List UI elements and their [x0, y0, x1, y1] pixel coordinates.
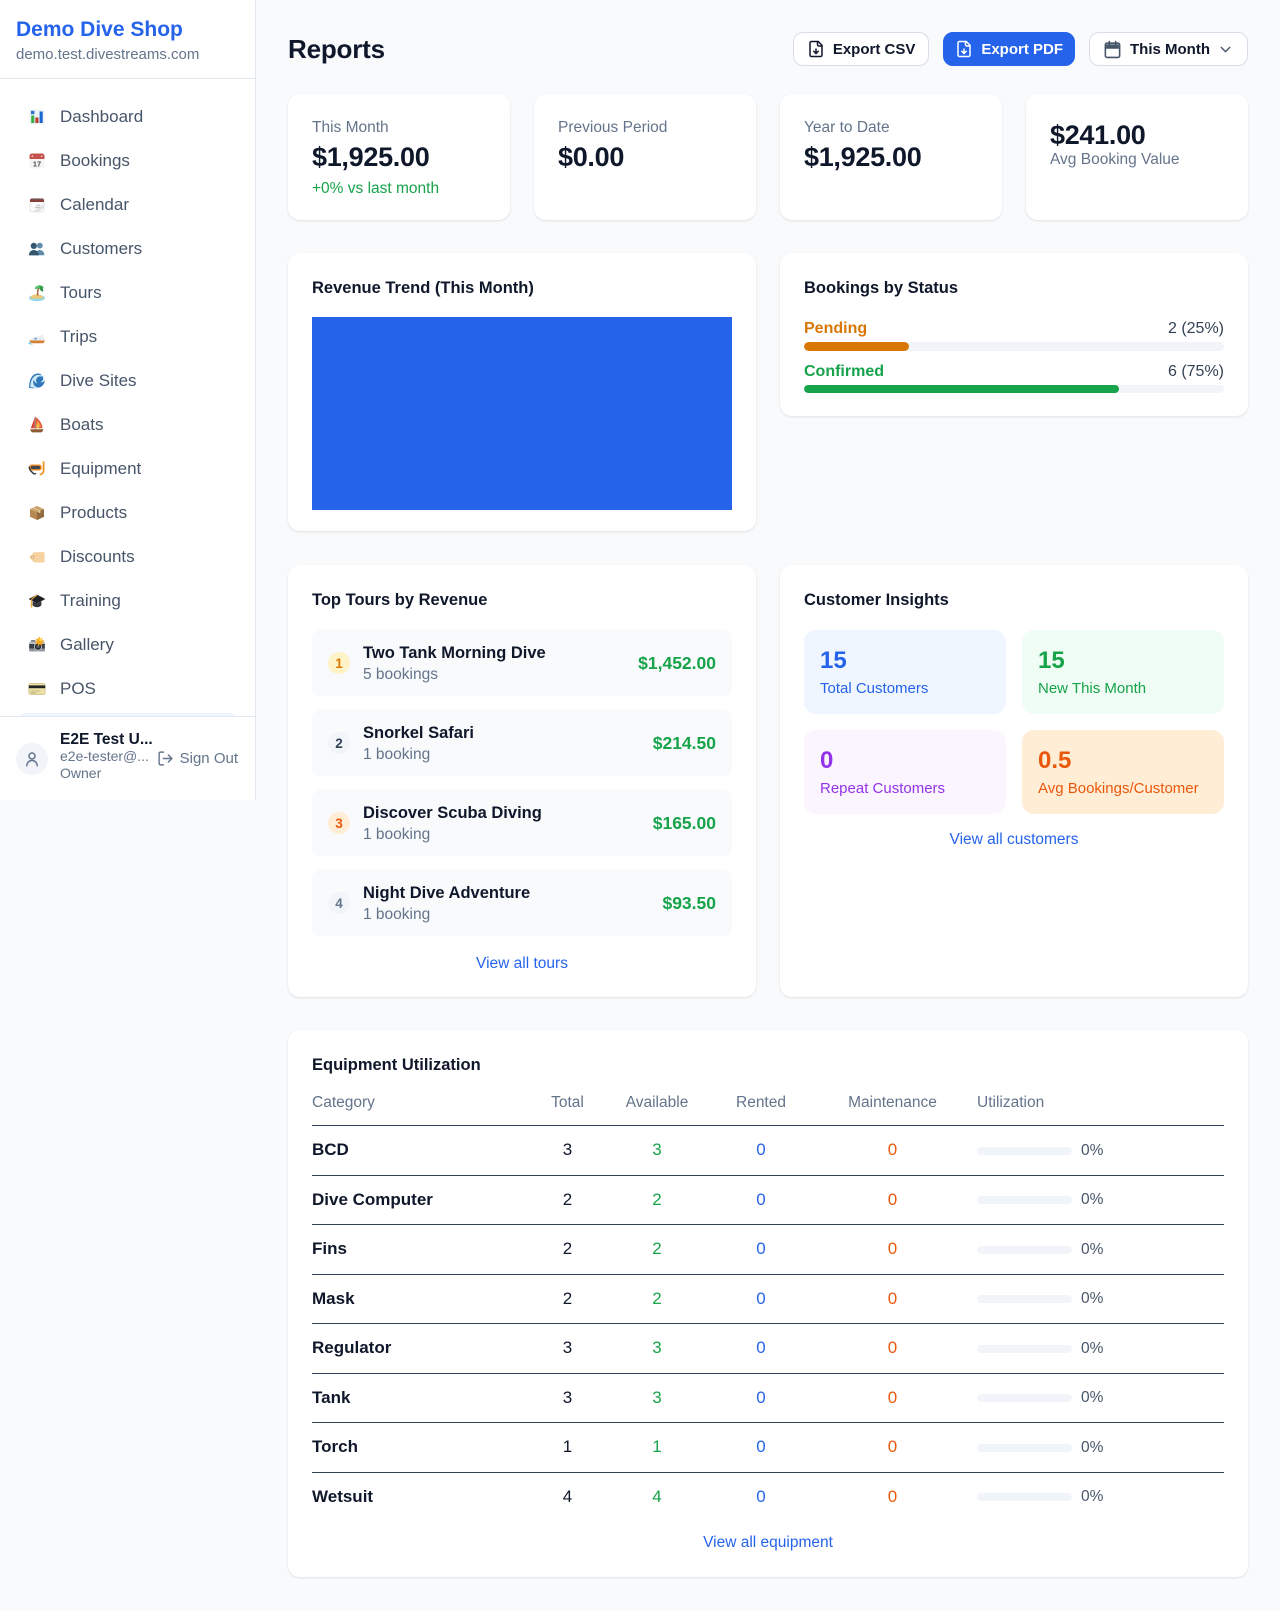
- svg-text:17: 17: [33, 160, 41, 169]
